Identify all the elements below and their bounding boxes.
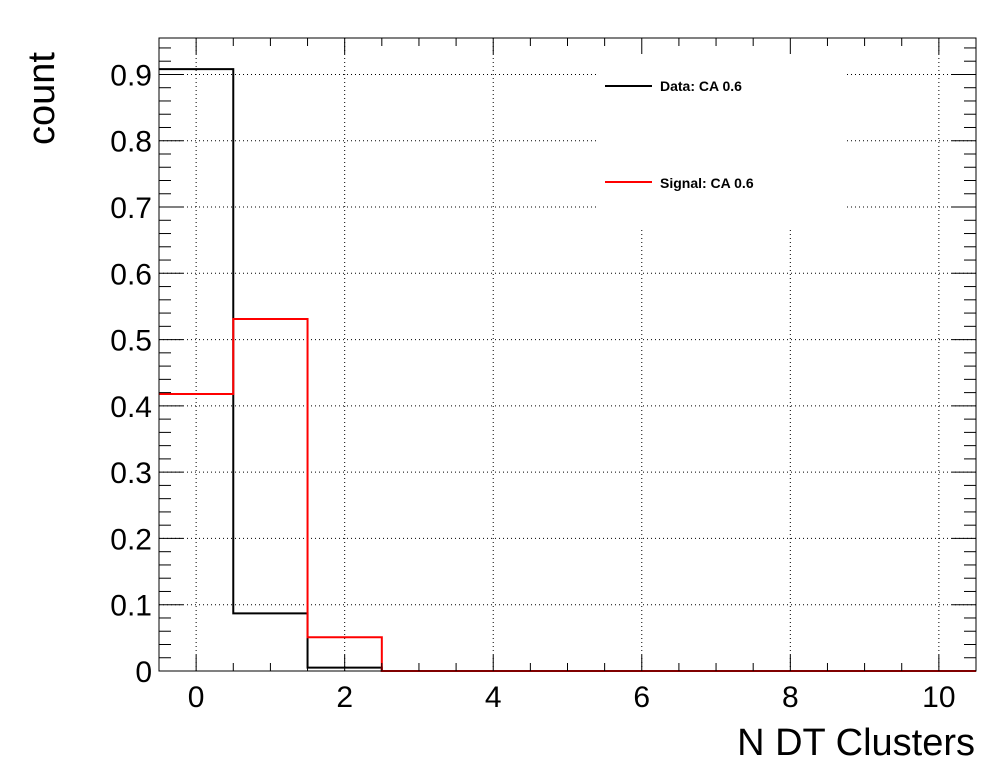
x-tick-label: 10: [922, 681, 955, 714]
y-tick-label: 0.2: [110, 523, 152, 556]
x-axis-title: N DT Clusters: [737, 722, 975, 764]
y-tick-label: 0.7: [110, 192, 152, 225]
x-tick-label: 2: [336, 681, 353, 714]
y-tick-label: 0.3: [110, 457, 152, 490]
y-tick-label: 0.8: [110, 126, 152, 159]
y-axis-title: count: [21, 52, 63, 145]
y-tick-label: 0.5: [110, 325, 152, 358]
x-tick-label: 6: [633, 681, 650, 714]
axes: 0 2 4 6 8 10 0 0.1 0.2 0.3 0.4 0.5 0.6 0.7 0.8 0.9: [110, 37, 977, 714]
x-tick-label: 0: [188, 681, 205, 714]
legend-box: [598, 38, 846, 230]
legend: Data: CA 0.6 Signal: CA 0.6: [598, 38, 846, 230]
y-tick-label: 0.4: [110, 391, 152, 424]
y-tick-label: 0.9: [110, 59, 152, 92]
legend-label-signal: Signal: CA 0.6: [660, 175, 754, 191]
x-tick-label: 4: [485, 681, 502, 714]
y-tick-label: 0.1: [110, 590, 152, 623]
legend-label-data: Data: CA 0.6: [660, 78, 742, 94]
y-tick-label: 0.6: [110, 258, 152, 291]
x-tick-label: 8: [782, 681, 799, 714]
y-tick-label: 0: [135, 656, 152, 689]
